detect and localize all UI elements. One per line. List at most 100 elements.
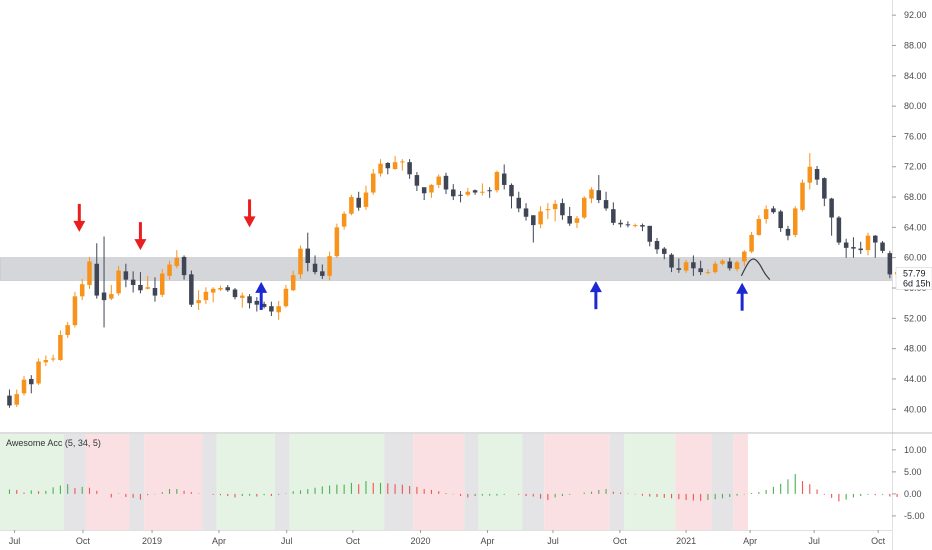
candle [603,191,609,211]
candle-body [778,211,783,229]
x-tick-label: Oct [613,536,628,546]
up-arrow-head [589,281,602,293]
indicator-tick-label: 0.00 [904,489,922,499]
candle [814,165,820,185]
indicator-band [64,434,86,530]
markers-layer [73,199,749,311]
candle-body [851,247,856,249]
candle-body [451,189,456,197]
candle-body [458,194,463,196]
candle-body [181,256,187,276]
candle [14,389,19,407]
y-tick-label: 64.00 [904,222,927,232]
candle-body [720,260,725,264]
candle [298,245,303,279]
candle [516,191,522,213]
candle [283,284,289,308]
candle-body [87,261,92,285]
candles-layer [7,153,900,408]
candle-body [640,225,645,227]
candle [792,206,798,238]
candle [712,261,718,274]
candle [698,260,703,276]
candle [50,354,56,362]
candle-body [189,274,194,305]
y-tick-label: 48.00 [904,344,927,354]
candle [589,187,594,204]
candle [494,170,500,193]
candle-body [647,225,652,242]
candle-body [349,197,354,214]
indicator-band [478,434,523,530]
indicator-band [609,434,625,530]
candle-body [276,306,281,313]
up-arrow-marker [589,281,602,310]
candle-body [305,248,311,263]
candle-body [298,248,303,275]
candle [523,203,529,221]
candle-body [414,175,420,186]
last-price-label[interactable]: 57.79 6d 15h [895,267,932,290]
candle-body [698,268,703,273]
candle-body [734,262,740,270]
candle-body [487,190,492,192]
down-arrow-head [134,239,147,251]
candle-body [494,172,500,191]
candle [65,322,70,339]
candle-body [421,187,427,194]
candle [189,270,194,307]
y-tick-label: 80.00 [904,101,927,111]
x-tick-label: Apr [743,536,757,546]
candle [545,203,551,220]
support-zone-layer [0,257,893,281]
candle [276,300,281,320]
candle [596,175,602,204]
up-arrow-marker [255,281,268,310]
candle-body [691,262,696,269]
last-price-countdown: 6d 15h [903,278,931,288]
candle-body [792,208,798,235]
candle-body [14,394,19,405]
candle [771,206,776,214]
candle-body [465,191,471,195]
candle-body [43,360,49,363]
candle-body [531,215,536,226]
indicator-tick-label: 5.00 [904,467,922,477]
candle-body [873,235,878,243]
candle-body [589,189,594,199]
candle-body [378,163,383,174]
candle [734,260,740,272]
candle-body [632,225,638,227]
candle [305,232,311,272]
candle-body [756,219,762,235]
indicator-tick-label: -5.00 [904,511,925,521]
indicator-band [289,434,385,530]
down-arrow-head [243,216,256,228]
indicator-band [624,434,676,530]
candle-body [225,287,230,291]
indicator-band [216,434,276,530]
down-arrow-marker [134,222,147,251]
candle [94,243,100,299]
y-tick-label: 60.00 [904,253,927,263]
candle [865,232,871,256]
candle [443,172,449,195]
candle-body [385,162,391,169]
candle-body [232,289,238,298]
candle [320,264,325,279]
candle [778,209,783,232]
candle-body [94,263,100,296]
candle-body [320,271,325,276]
y-tick-label: 40.00 [904,404,927,414]
candle-body [50,358,56,360]
last-price-box [895,267,932,290]
candle [254,297,260,312]
candle-body [400,161,405,163]
candle [334,223,340,258]
candle-body [210,288,216,293]
candle-body [36,361,41,384]
candle-body [101,292,107,301]
candle [400,159,405,171]
candle-body [407,162,412,175]
